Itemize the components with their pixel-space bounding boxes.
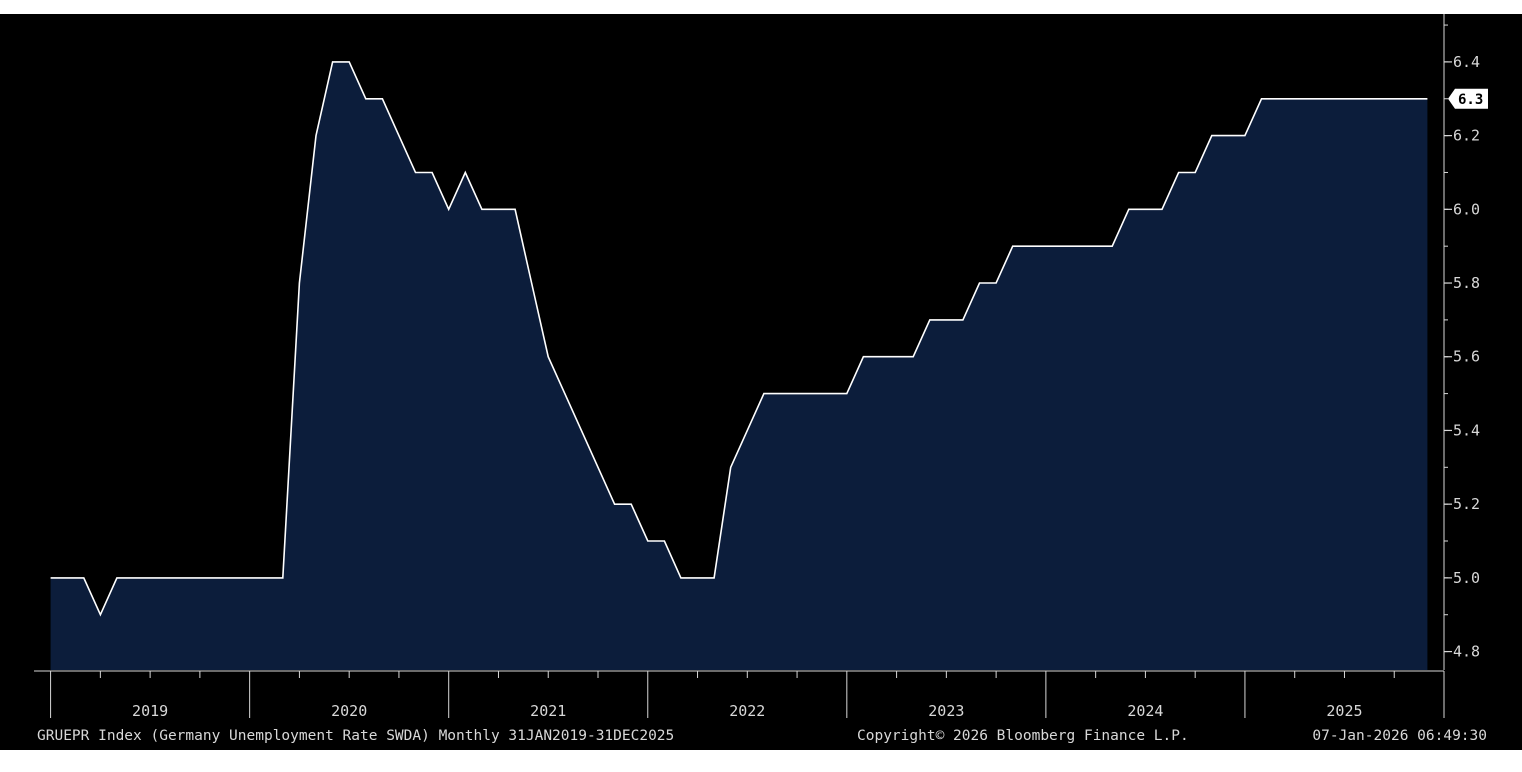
- x-tick-label: 2024: [1127, 702, 1163, 720]
- last-value-tag-shape: [1448, 88, 1488, 109]
- y-tick-label: 5.2: [1453, 495, 1480, 513]
- y-tick-label: 6.0: [1453, 200, 1480, 218]
- x-tick-label: 2019: [132, 702, 168, 720]
- last-value-label: 6.3: [1458, 92, 1483, 108]
- y-tick-label: 5.6: [1453, 348, 1480, 366]
- footer-copyright: Copyright© 2026 Bloomberg Finance L.P.: [857, 728, 1189, 744]
- y-tick-label: 6.4: [1453, 53, 1480, 71]
- x-tick-label: 2020: [331, 702, 367, 720]
- footer-timestamp: 07-Jan-2026 06:49:30: [1312, 728, 1487, 744]
- x-axis: 2019 2020 2021 2022 2023 2024 2025: [34, 670, 1445, 720]
- y-tick-label: 6.2: [1453, 127, 1480, 145]
- y-tick-label: 5.0: [1453, 569, 1480, 587]
- x-tick-label: 2021: [530, 702, 566, 720]
- x-tick-label: 2025: [1326, 702, 1362, 720]
- footer: GRUEPR Index (Germany Unemployment Rate …: [37, 728, 1487, 744]
- y-tick-label: 5.8: [1453, 274, 1480, 292]
- last-value-tag: 6.3: [1448, 88, 1488, 109]
- series-line-unemployment: [50, 61, 1428, 617]
- footer-series-description: GRUEPR Index (Germany Unemployment Rate …: [37, 728, 674, 744]
- y-tick-label: 4.8: [1453, 643, 1480, 661]
- y-axis: 6.4 6.2 6.0 5.8 5.6 5.4 5.2 5.0 4.8: [1443, 14, 1480, 670]
- y-tick-label: 5.4: [1453, 421, 1480, 439]
- x-tick-label: 2023: [928, 702, 964, 720]
- unemployment-area: [50, 61, 1428, 670]
- x-tick-label: 2022: [729, 702, 765, 720]
